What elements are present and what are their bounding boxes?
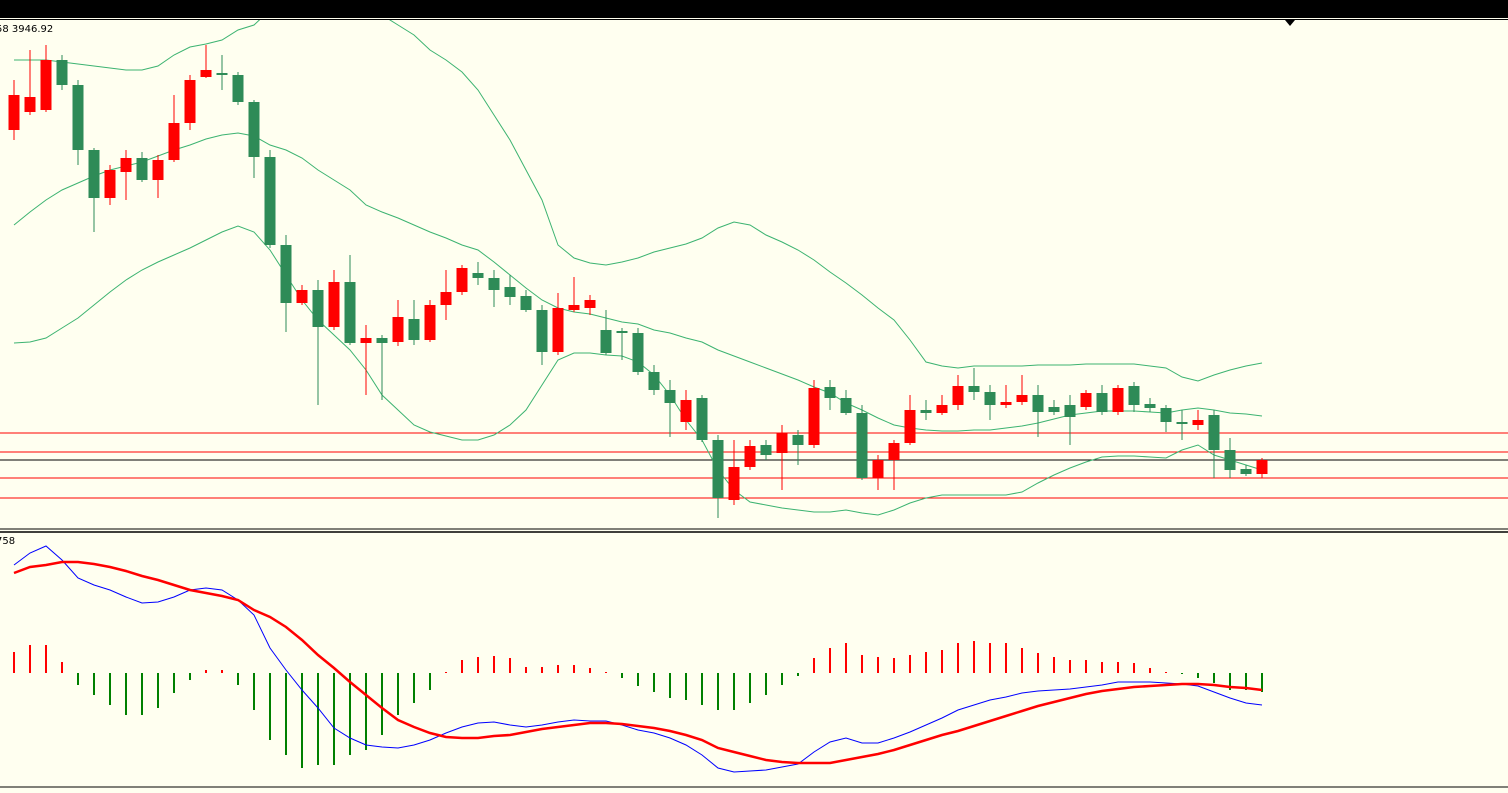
candle-body (232, 75, 244, 102)
candle-body (72, 85, 84, 150)
indicator-line (13, 132, 1263, 432)
candle-body (1208, 415, 1220, 450)
candle-body (616, 331, 628, 333)
shift-marker (1285, 20, 1295, 26)
candle-body (776, 433, 788, 453)
candle-body (664, 390, 676, 403)
candle-body (536, 310, 548, 352)
macd-info: 758 (0, 536, 15, 547)
indicator-line (14, 20, 1263, 382)
candle-body (1176, 422, 1188, 424)
candle-body (360, 338, 372, 343)
candle-body (1032, 395, 1044, 412)
candle-body (1096, 393, 1108, 412)
candle-body (600, 330, 612, 353)
candle-body (632, 333, 644, 372)
indicator-line (13, 545, 1263, 773)
candle-body (392, 317, 404, 342)
candle-body (1192, 420, 1204, 425)
candle-body (712, 440, 724, 498)
candle-body (504, 287, 516, 297)
candle-body (952, 386, 964, 405)
candle-body (1080, 393, 1092, 407)
candle-body (424, 305, 436, 340)
candle-body (920, 410, 932, 413)
candle-body (568, 305, 580, 310)
candle-body (1064, 405, 1076, 417)
candle-body (280, 245, 292, 303)
candle-body (840, 398, 852, 413)
candle-body (696, 398, 708, 440)
candle-body (1000, 402, 1012, 405)
candle-body (1144, 404, 1156, 408)
candle-body (264, 157, 276, 245)
candle-body (296, 290, 308, 303)
candle-body (440, 292, 452, 305)
candle-body (376, 338, 388, 343)
candle-body (456, 268, 468, 292)
candle-body (744, 446, 756, 467)
candle-body (984, 392, 996, 405)
candle-body (120, 158, 132, 172)
candle-body (728, 467, 740, 500)
candle-body (760, 445, 772, 455)
macd-pane (13, 545, 1263, 773)
candle-body (1256, 460, 1268, 474)
candle-body (888, 443, 900, 460)
candle-body (904, 410, 916, 443)
candle-body (680, 400, 692, 422)
candle-body (8, 95, 20, 130)
candle-body (40, 60, 52, 110)
candle-body (152, 160, 164, 180)
price-info: 58 3946.92 (0, 24, 53, 35)
candle-body (216, 73, 228, 75)
candle-body (1160, 408, 1172, 422)
indicator-line (13, 560, 1263, 765)
candle-body (1240, 469, 1252, 474)
candle-body (136, 158, 148, 180)
top-bar (0, 0, 1508, 18)
candle-body (408, 319, 420, 340)
price-pane (0, 20, 1508, 518)
candle-body (808, 388, 820, 445)
candle-body (936, 405, 948, 413)
candle-body (24, 97, 36, 112)
candle-body (968, 386, 980, 392)
candle-body (824, 387, 836, 398)
candle-body (1016, 395, 1028, 402)
candle-body (856, 413, 868, 478)
candle-body (488, 278, 500, 290)
candle-body (1112, 388, 1124, 412)
candle-body (56, 60, 68, 85)
candle-body (584, 300, 596, 308)
candle-body (344, 282, 356, 343)
candle-body (520, 296, 532, 310)
candle-body (104, 170, 116, 198)
candle-body (792, 435, 804, 445)
candle-body (200, 70, 212, 77)
candle-body (1128, 386, 1140, 405)
candle-body (1048, 407, 1060, 412)
candle-body (552, 308, 564, 352)
candle-body (1224, 450, 1236, 470)
candle-body (648, 372, 660, 390)
candle-body (168, 123, 180, 160)
candle-body (328, 282, 340, 327)
candle-body (872, 460, 884, 478)
candle-body (312, 290, 324, 327)
candle-body (88, 150, 100, 198)
candle-body (472, 273, 484, 278)
candle-body (248, 102, 260, 157)
candle-body (184, 80, 196, 123)
